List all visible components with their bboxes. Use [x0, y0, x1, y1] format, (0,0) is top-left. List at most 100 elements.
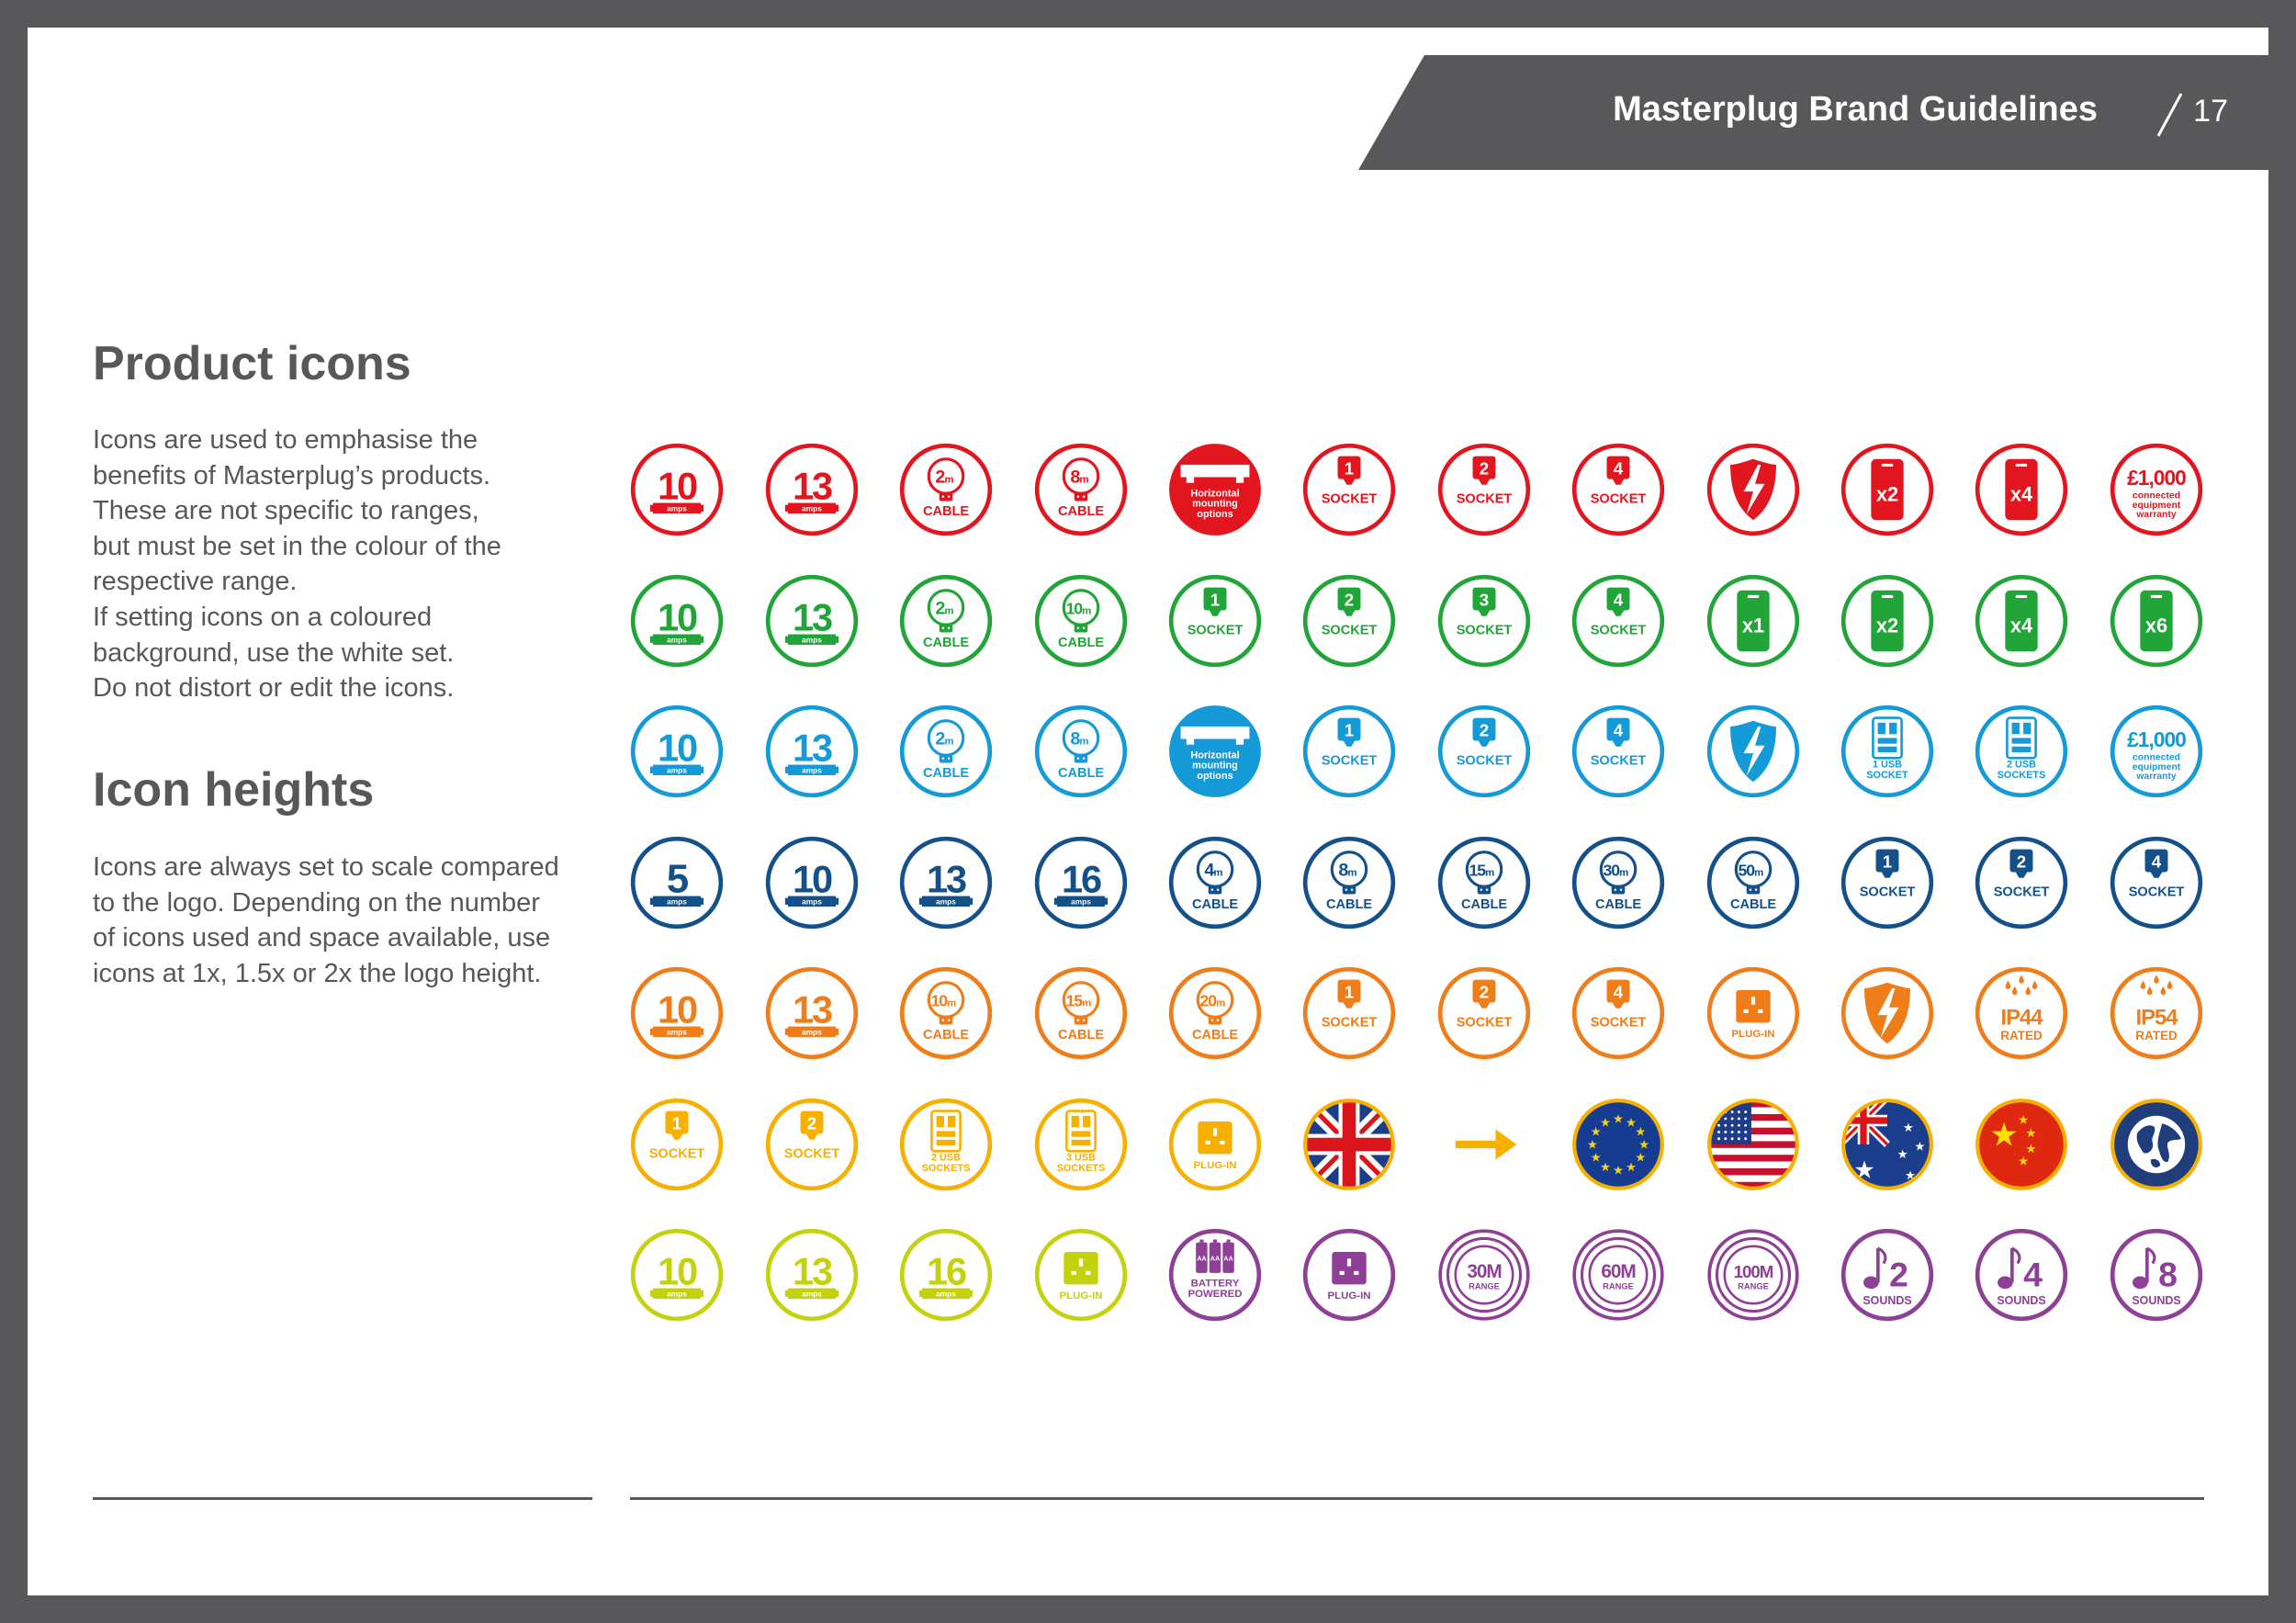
mount-label: Horizontal [1190, 488, 1239, 499]
2-socket-icon: 2 SOCKET [764, 1097, 860, 1192]
socket-count: 2 [1480, 458, 1489, 478]
pack-count: x2 [1876, 614, 1898, 637]
product-icons-heading: Product icons [93, 337, 411, 390]
usb-label: 2 USB [2007, 760, 2036, 771]
1-socket-icon-graphic: 1 SOCKET [1168, 574, 1262, 668]
socket-count: 1 [672, 1113, 681, 1133]
socket-count: 1 [1883, 851, 1892, 871]
usb-label: SOCKET [1866, 770, 1908, 781]
4-socket-icon: 4 SOCKET [1570, 573, 1666, 669]
text-line: background, use the white set. [93, 637, 455, 668]
8-sounds-icon: 8 SOUNDS [2109, 1227, 2204, 1323]
socket-count: 2 [807, 1113, 816, 1133]
warranty-label: equipment [2133, 501, 2181, 511]
8m-cable-icon: 8m CABLE [1033, 442, 1129, 537]
x2-pack-icon-graphic: x2 [1840, 443, 1934, 536]
cn-star: ★ [2019, 1115, 2028, 1126]
amps-value: 10 [658, 987, 697, 1031]
3-socket-icon: 3 SOCKET [1436, 573, 1532, 669]
amps-value: 10 [793, 857, 832, 900]
plug-in-icon-graphic: PLUG-IN [1034, 1228, 1128, 1322]
amps-value: 13 [793, 987, 832, 1031]
us-flag-icon-graphic [1707, 1099, 1799, 1190]
cable-label: CABLE [1192, 897, 1238, 912]
cn-star: ★ [2026, 1144, 2035, 1155]
16-amps-icon: 16 amps [1033, 835, 1129, 930]
2-socket-icon: 2 SOCKET [1436, 442, 1532, 537]
plug-in-icon: PLUG-IN [1301, 1227, 1397, 1323]
10-amps-icon: 10 amps [629, 965, 725, 1061]
10-amps-icon: 10 amps [629, 1227, 725, 1323]
page: Masterplug Brand Guidelines 17 Product i… [28, 28, 2268, 1595]
ip54-rated-icon: IP54 RATED [2109, 965, 2204, 1061]
30m-cable-icon: 30m CABLE [1570, 835, 1666, 930]
plug-in-icon: PLUG-IN [1167, 1097, 1263, 1192]
eu-star: ★ [1614, 1166, 1623, 1177]
au-star: ★ [1904, 1122, 1913, 1133]
amps-value: 16 [1062, 857, 1101, 900]
arrow-right-icon-graphic [1455, 1129, 1517, 1160]
battery-label: POWERED [1187, 1289, 1242, 1300]
warranty-label: connected [2133, 752, 2180, 762]
socket-label: SOCKET [784, 1147, 840, 1162]
warranty-label: equipment [2133, 762, 2181, 772]
amps-unit: amps [1071, 896, 1091, 906]
socket-label: SOCKET [1591, 1016, 1647, 1031]
socket-count: 3 [1480, 590, 1489, 609]
plugin-label: PLUG-IN [1059, 1291, 1102, 1302]
ip-label: RATED [2000, 1029, 2043, 1043]
amps-unit: amps [936, 896, 956, 906]
1-socket-icon: 1 SOCKET [1840, 835, 1935, 930]
cable-label: CABLE [1595, 897, 1641, 912]
eu-star: ★ [1592, 1127, 1601, 1138]
footer-rule-left [93, 1497, 592, 1500]
2-socket-icon: 2 SOCKET [1974, 835, 2069, 930]
4-socket-icon-graphic: 4 SOCKET [2110, 836, 2203, 930]
eu-star: ★ [1614, 1114, 1623, 1125]
document-title: Masterplug Brand Guidelines [1613, 90, 2098, 129]
socket-label: SOCKET [1457, 492, 1513, 507]
amps-unit: amps [802, 896, 822, 906]
cable-label: CABLE [1058, 504, 1104, 519]
amps-value: 10 [658, 1249, 697, 1292]
cn-star: ★ [1991, 1119, 2017, 1151]
2-socket-icon-graphic: 2 SOCKET [1437, 704, 1531, 798]
ip44-rated-icon: IP44 RATED [1974, 965, 2069, 1061]
4-socket-icon: 4 SOCKET [2109, 835, 2204, 930]
text-line: benefits of Masterplug’s products. [93, 460, 491, 490]
x4-pack-icon: x4 [1974, 573, 2069, 669]
amps-unit: amps [936, 1289, 956, 1298]
warranty-label: warranty [2135, 510, 2177, 520]
eu-star: ★ [1601, 1118, 1610, 1129]
socket-count: 1 [1345, 720, 1354, 739]
us-flag-icon [1705, 1097, 1801, 1192]
13-amps-icon: 13 amps [764, 573, 860, 669]
x4-pack-icon-graphic: x4 [1975, 574, 2068, 668]
mount-label: mounting [1192, 499, 1238, 510]
surge-protection-icon-graphic [1840, 966, 1934, 1060]
1-usb-socket-icon: 1 USB SOCKET [1840, 704, 1935, 799]
x2-pack-icon: x2 [1840, 573, 1935, 669]
2m-cable-icon: 2m CABLE [898, 573, 994, 669]
australia-flag-icon-graphic: ★★★★★ [1841, 1099, 1933, 1190]
header-band [1358, 55, 2268, 170]
13-amps-icon: 13 amps [898, 835, 994, 930]
ip-rating: IP44 [2000, 1005, 2043, 1030]
eu-flag-icon: ★ ★ ★ ★ ★ ★ ★ ★ ★ ★ ★ ★ [1570, 1097, 1666, 1192]
socket-label: SOCKET [649, 1147, 705, 1162]
pack-count: x1 [1742, 614, 1764, 637]
